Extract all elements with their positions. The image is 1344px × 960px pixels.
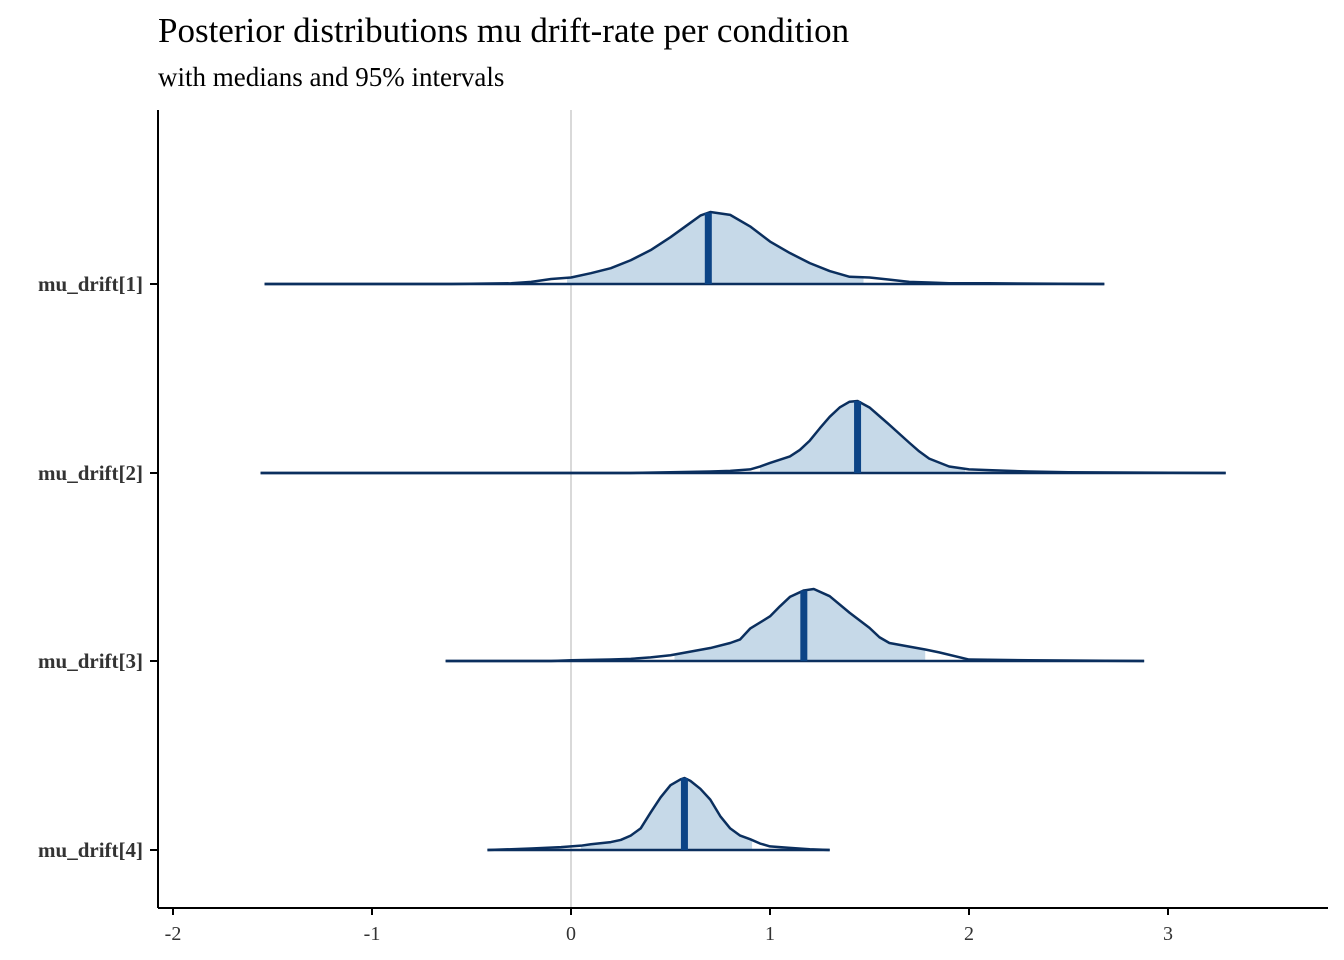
density-curve [260,399,1226,475]
x-tick-label: 0 [566,923,576,945]
y-axis: mu_drift[1] mu_drift[2] mu_drift[3] mu_drif… [38,272,158,862]
y-tick-label: mu_drift[4] [38,838,143,862]
density-curve [487,776,830,852]
density-curve [445,587,1145,663]
x-tick-label: -1 [364,923,381,945]
chart-title: Posterior distributions mu drift-rate pe… [158,11,849,50]
x-tick-label: -2 [165,923,182,945]
interval-area [567,212,864,284]
x-tick-label: 2 [964,923,974,945]
x-axis: -2 -1 0 1 2 3 [165,908,1173,945]
density-series-group [260,210,1226,852]
density-curve [264,210,1105,286]
y-tick-label: mu_drift[2] [38,461,143,485]
y-tick-label: mu_drift[3] [38,649,143,673]
chart-subtitle: with medians and 95% intervals [158,62,504,92]
y-tick-label: mu_drift[1] [38,272,143,296]
x-tick-label: 1 [765,923,775,945]
interval-area [674,589,926,661]
interval-area [580,778,753,850]
x-tick-label: 3 [1163,923,1173,945]
interval-area [760,401,966,473]
